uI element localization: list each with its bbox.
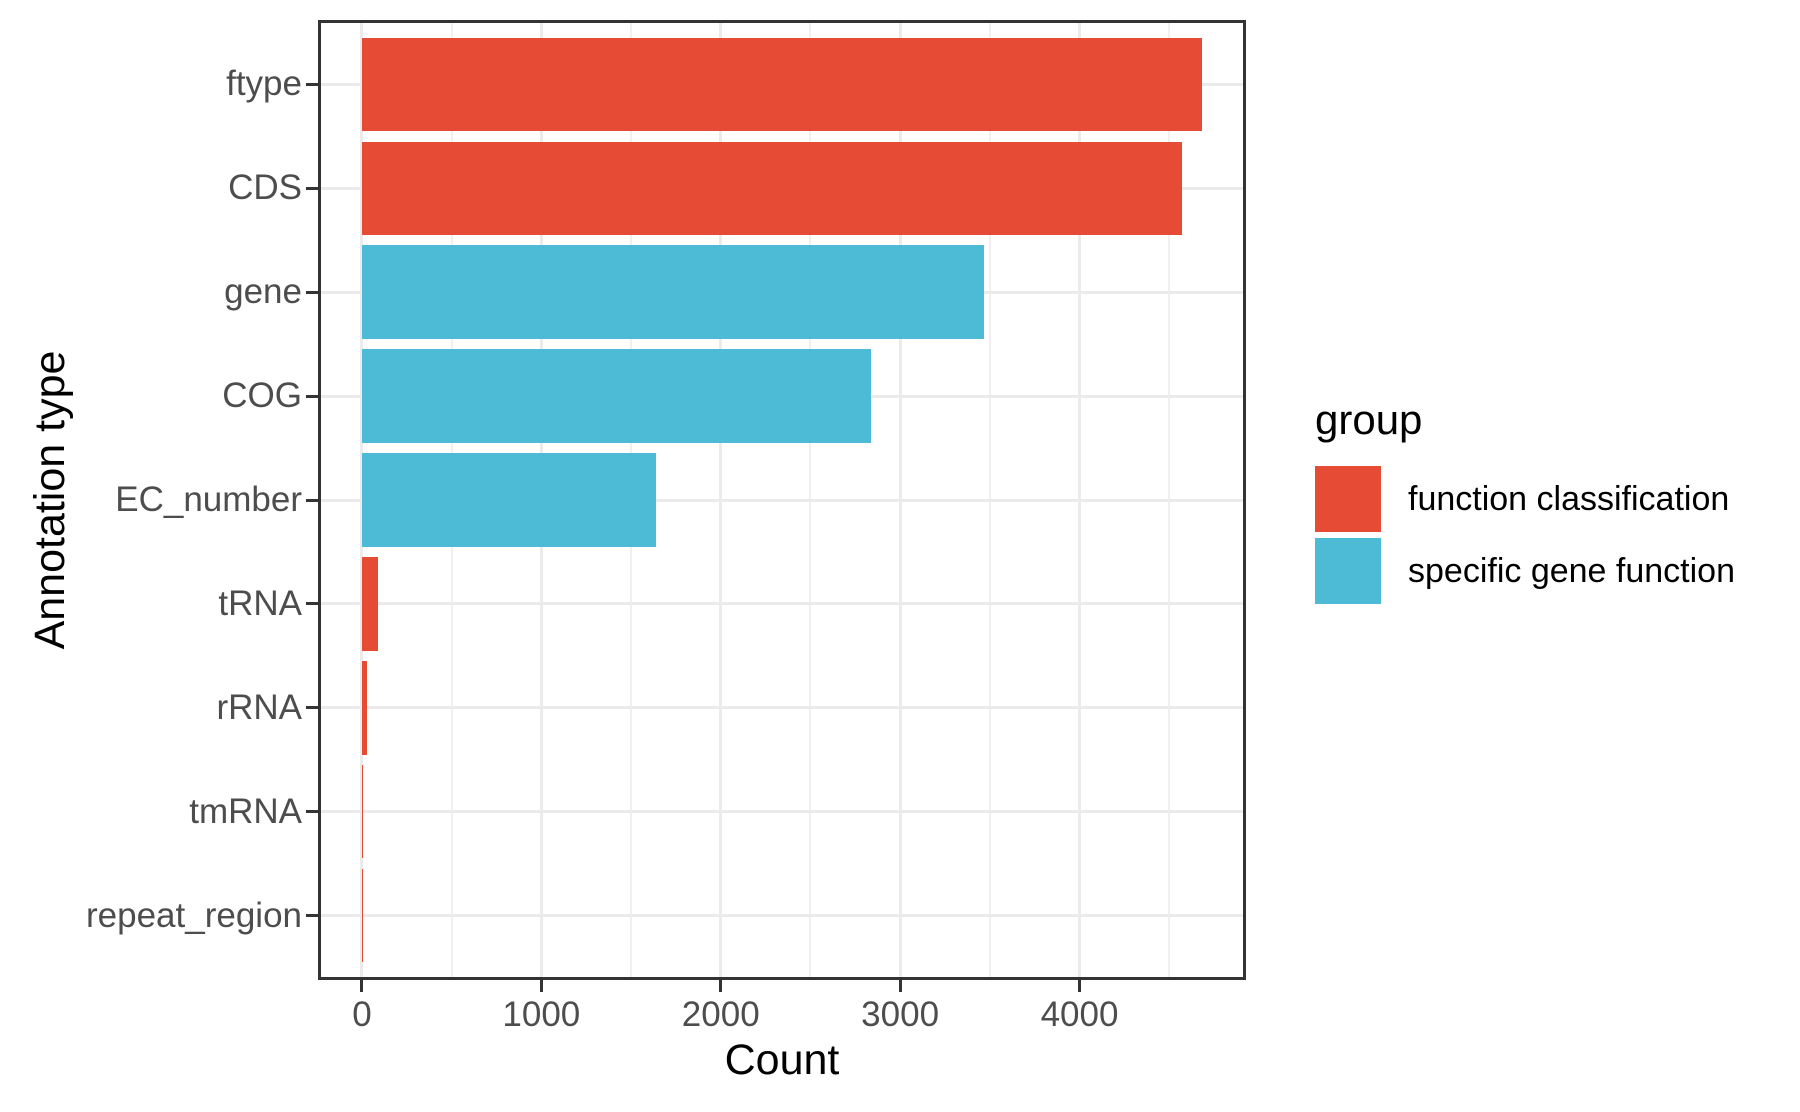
y-tick-label: tmRNA (189, 791, 302, 831)
x-tick-label: 1000 (502, 995, 581, 1034)
x-tick (1078, 980, 1081, 992)
legend-label-function-classification: function classification (1408, 479, 1730, 518)
y-tick (306, 706, 318, 710)
legend-entry-function-classification: function classification (1315, 466, 1785, 532)
y-gridline-major (320, 602, 1244, 606)
legend: group function classification specific g… (1315, 396, 1785, 610)
y-tick-label: repeat_region (86, 895, 302, 935)
y-tick (306, 914, 318, 918)
bar-ftype (361, 37, 1203, 132)
y-gridline-major (320, 498, 1244, 502)
y-tick (306, 394, 318, 398)
x-tick-label: 4000 (1040, 995, 1119, 1034)
y-tick (306, 82, 318, 86)
bar-tRNA (361, 557, 378, 651)
y-tick-label: gene (224, 272, 302, 312)
y-gridline-major (320, 706, 1244, 710)
plot-panel (320, 22, 1244, 978)
x-tick (898, 980, 902, 992)
bar-rRNA (361, 661, 368, 755)
legend-label-specific-gene-function: specific gene function (1408, 551, 1735, 590)
legend-key-specific-gene-function-swatch (1315, 538, 1381, 604)
y-tick (306, 186, 318, 190)
y-tick (306, 810, 318, 814)
x-tick-label: 0 (352, 995, 372, 1034)
y-tick-label: EC_number (115, 480, 302, 519)
bar-CDS (361, 141, 1182, 236)
y-tick (306, 498, 318, 502)
x-axis-title: Count (724, 1036, 840, 1084)
y-gridline-major (320, 914, 1244, 918)
legend-key-function-classification-swatch (1315, 466, 1381, 532)
y-gridline-major (320, 810, 1244, 814)
bar-COG (361, 349, 872, 443)
y-tick-label: CDS (228, 168, 302, 208)
x-tick (360, 980, 364, 992)
x-tick-label: 3000 (861, 995, 940, 1034)
y-tick-label: COG (222, 376, 302, 416)
x-tick (539, 980, 543, 992)
bar-gene (361, 245, 985, 339)
y-tick (306, 602, 318, 606)
y-tick (306, 290, 318, 294)
legend-title: group (1315, 396, 1423, 443)
y-tick-label: tRNA (218, 583, 302, 623)
y-tick-label: rRNA (216, 687, 302, 727)
y-tick-label: ftype (226, 64, 302, 104)
legend-entry-specific-gene-function: specific gene function (1315, 538, 1785, 604)
x-tick-label: 2000 (681, 995, 760, 1034)
bar-EC_number (361, 453, 657, 547)
x-tick (719, 980, 723, 992)
